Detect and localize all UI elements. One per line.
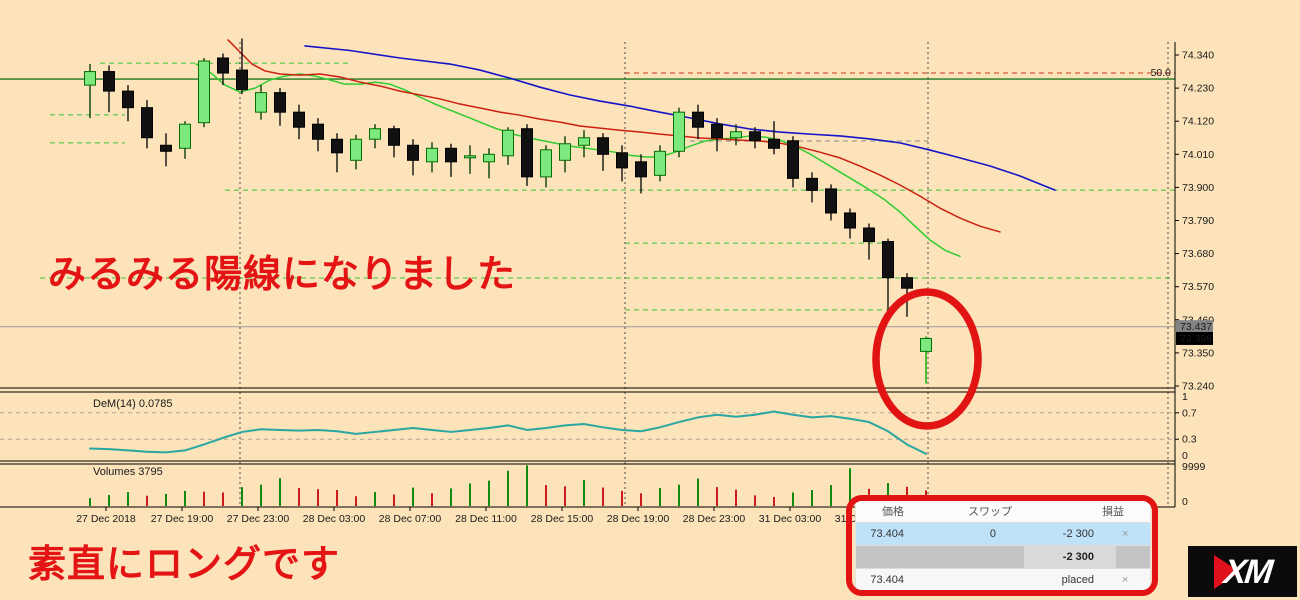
xm-arrow-icon: [1214, 554, 1240, 589]
svg-text:0.7: 0.7: [1182, 407, 1197, 419]
header-price: 価格: [882, 506, 904, 518]
svg-text:74.010: 74.010: [1182, 149, 1214, 161]
svg-text:73.570: 73.570: [1182, 281, 1214, 293]
moving-averages: [195, 39, 1056, 258]
svg-text:73.350: 73.350: [1182, 347, 1214, 359]
xm-logo-text: XM: [1222, 552, 1273, 591]
trade-panel-table: 価格 スワップ 損益 73.404 0 -2 300 × -2 300 73.4…: [855, 499, 1151, 592]
annotation-red-ellipse: [872, 288, 982, 430]
svg-text:27 Dec 23:00: 27 Dec 23:00: [227, 513, 290, 525]
svg-text:74.340: 74.340: [1182, 50, 1214, 62]
table-row-total: -2 300: [856, 545, 1150, 568]
svg-text:74.120: 74.120: [1182, 116, 1214, 128]
svg-text:28 Dec 03:00: 28 Dec 03:00: [303, 513, 366, 525]
order-price: 73.404: [870, 574, 904, 586]
candlesticks: [84, 38, 932, 384]
order-status: placed: [1061, 574, 1094, 586]
table-row-open-position[interactable]: 73.404 0 -2 300 ×: [856, 522, 1150, 545]
svg-text:28 Dec 19:00: 28 Dec 19:00: [607, 513, 670, 525]
svg-text:73.900: 73.900: [1182, 182, 1214, 194]
svg-text:0.3: 0.3: [1182, 434, 1197, 446]
svg-text:0: 0: [1182, 496, 1188, 508]
volumes-panel: Volumes 3795: [89, 465, 927, 506]
header-profit-loss: 損益: [1102, 506, 1124, 518]
position-price: 73.404: [870, 528, 904, 540]
trade-table-header: 価格 スワップ 損益: [856, 500, 1150, 522]
annotation-bullish-candle: みるみる陽線になりました: [48, 252, 517, 296]
table-row-pending-order[interactable]: 73.404 placed ×: [856, 568, 1150, 591]
svg-text:0: 0: [1182, 450, 1188, 462]
close-position-button[interactable]: ×: [1122, 528, 1129, 540]
svg-text:DeM(14) 0.0785: DeM(14) 0.0785: [93, 398, 173, 410]
time-axis[interactable]: 27 Dec 2018 27 Dec 19:00 27 Dec 23:00 28 De…: [76, 507, 973, 525]
svg-text:50.0: 50.0: [1151, 67, 1172, 79]
svg-text:73.680: 73.680: [1182, 248, 1214, 260]
svg-text:Volumes 3795: Volumes 3795: [93, 466, 163, 478]
position-swap: 0: [989, 528, 996, 540]
svg-text:73.790: 73.790: [1182, 215, 1214, 227]
level-lines: [0, 62, 1175, 328]
delete-order-button[interactable]: ×: [1122, 574, 1129, 586]
svg-text:28 Dec 07:00: 28 Dec 07:00: [379, 513, 442, 525]
svg-text:28 Dec 15:00: 28 Dec 15:00: [531, 513, 594, 525]
svg-text:9999: 9999: [1182, 461, 1206, 473]
xm-logo: XM: [1188, 546, 1297, 597]
svg-text:1: 1: [1182, 391, 1188, 403]
dem-panel: DeM(14) 0.0785: [0, 398, 1175, 455]
svg-text:28 Dec 23:00: 28 Dec 23:00: [683, 513, 746, 525]
header-swap: スワップ: [968, 506, 1012, 518]
svg-text:73.437: 73.437: [1180, 321, 1212, 333]
svg-text:74.230: 74.230: [1182, 83, 1214, 95]
svg-text:27 Dec 2018: 27 Dec 2018: [76, 513, 136, 525]
svg-text:31 Dec 03:00: 31 Dec 03:00: [759, 513, 822, 525]
position-pl: -2 300: [1062, 528, 1094, 540]
svg-text:28 Dec 11:00: 28 Dec 11:00: [455, 513, 517, 525]
svg-text:27 Dec 19:00: 27 Dec 19:00: [151, 513, 214, 525]
annotation-going-long: 素直にロングです: [28, 542, 341, 586]
total-pl: -2 300: [1024, 546, 1116, 568]
svg-text:73.398: 73.398: [1180, 333, 1212, 345]
price-axis[interactable]: 74.340 74.230 74.120 74.010 73.900 73.790 73.6…: [1151, 50, 1215, 509]
svg-text:73.240: 73.240: [1182, 380, 1214, 392]
